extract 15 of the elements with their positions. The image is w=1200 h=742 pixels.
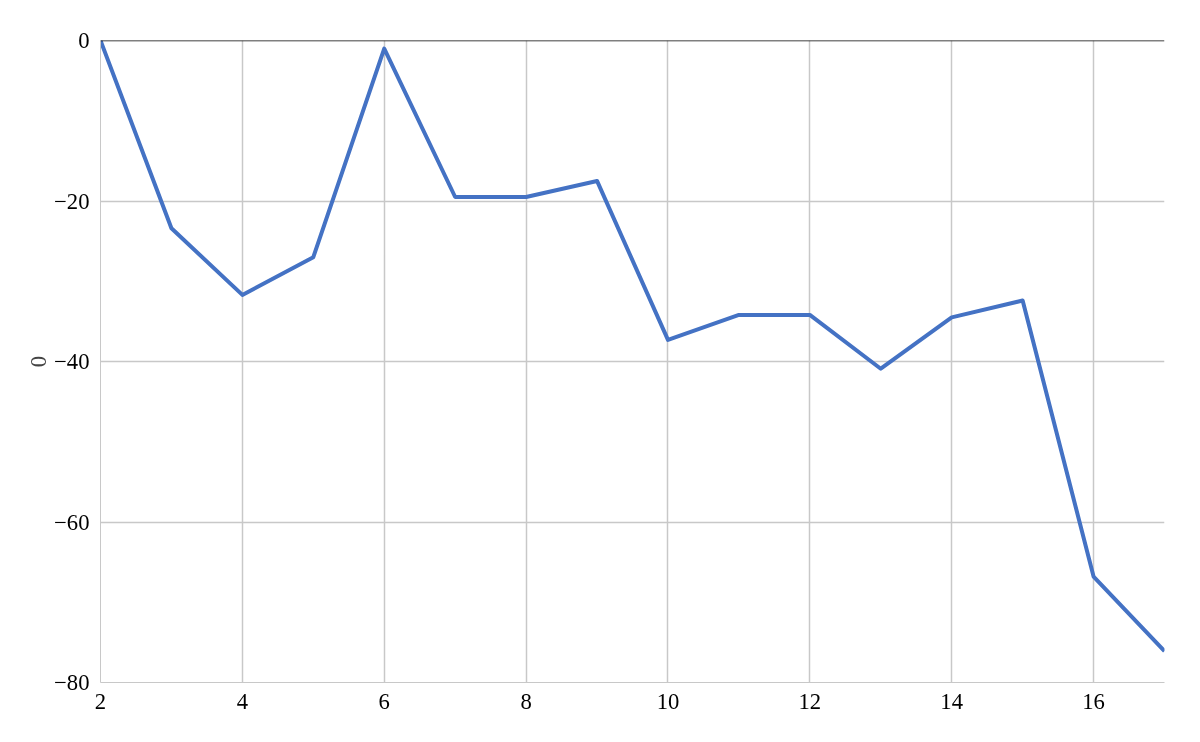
line-series [100,40,1165,654]
y-tick-label: −40 [54,349,90,374]
x-tick-label: 6 [378,688,390,714]
x-tick-label: 4 [236,688,249,714]
x-tick-label: 16 [1082,688,1105,714]
y-axis-title: 0 [26,355,52,368]
y-tick-label: −80 [54,670,90,695]
x-tick-label: 8 [520,688,532,714]
y-tick-label: −60 [54,509,90,535]
x-tick-label: 12 [798,688,822,714]
x-tick-label: 14 [940,688,964,714]
y-tick-label: 0 [78,28,90,53]
x-tick-label: 10 [656,688,680,714]
y-tick-label: −20 [54,188,90,214]
x-tick-label: 2 [94,688,107,714]
